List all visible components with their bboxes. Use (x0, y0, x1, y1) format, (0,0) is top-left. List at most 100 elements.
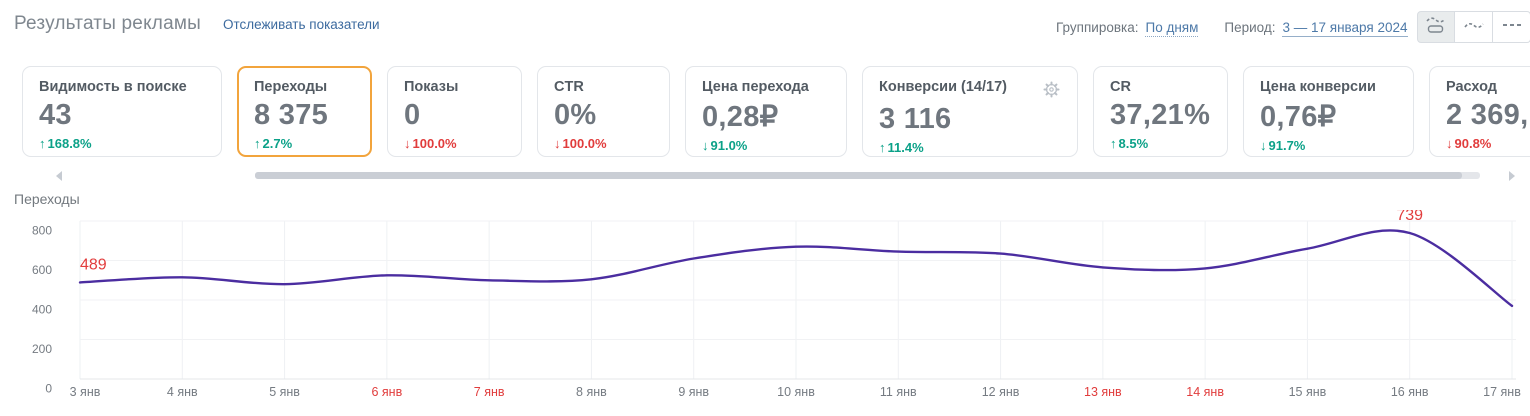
svg-text:4 янв: 4 янв (167, 385, 198, 399)
svg-text:7 янв: 7 янв (474, 385, 505, 399)
svg-text:17 янв: 17 янв (1483, 385, 1521, 399)
dashes-icon (1501, 15, 1523, 40)
metric-card-value: 3 116 (879, 103, 952, 135)
chart-only-icon (1463, 15, 1485, 40)
metric-card-title: Видимость в поиске (39, 79, 187, 95)
delta-value: 91.0% (710, 138, 748, 153)
period-label: Период: (1224, 20, 1276, 35)
metric-card-delta: ↑ 11.4% (879, 140, 1061, 155)
svg-text:9 янв: 9 янв (678, 385, 709, 399)
metric-card-ctr[interactable]: CTR 0% ↓ 100.0% (537, 66, 670, 157)
delta-value: 8.5% (1118, 136, 1149, 151)
metric-card-title: Цена перехода (702, 79, 809, 95)
view-summary-only-button[interactable] (1493, 11, 1530, 43)
trend-arrow-icon: ↑ (39, 136, 46, 151)
grouping-label: Группировка: (1056, 20, 1139, 35)
svg-text:3 янв: 3 янв (70, 385, 101, 399)
svg-text:200: 200 (32, 342, 52, 356)
cards-scrollbar-thumb[interactable] (255, 172, 1462, 179)
chart-title: Переходы (14, 191, 80, 207)
metric-card-title: Конверсии (14/17) (879, 79, 1007, 95)
svg-text:16 янв: 16 янв (1391, 385, 1429, 399)
cards-scrollbar-track[interactable] (255, 172, 1480, 179)
chart-point-label: 739 (1396, 210, 1423, 224)
metric-card-value: 0,76₽ (1260, 101, 1337, 133)
svg-text:15 янв: 15 янв (1289, 385, 1327, 399)
metric-card-conversions[interactable]: Конверсии (14/17) 3 116 ↑ 11.4% (862, 66, 1078, 157)
metric-card-value: 0,28₽ (702, 101, 779, 133)
metric-card-cost-per-click[interactable]: Цена перехода 0,28₽ ↓ 91.0% (685, 66, 847, 157)
delta-value: 91.7% (1268, 138, 1306, 153)
metric-card-cost-per-conversion[interactable]: Цена конверсии 0,76₽ ↓ 91.7% (1243, 66, 1414, 157)
scroll-right-icon[interactable] (1509, 171, 1515, 181)
metric-card-value: 8 375 (254, 99, 329, 131)
metric-card-title: CTR (554, 79, 584, 95)
metric-card-delta: ↑ 168.8% (39, 136, 205, 151)
delta-value: 11.4% (887, 140, 924, 155)
view-chart-only-button[interactable] (1455, 11, 1493, 43)
svg-text:11 янв: 11 янв (880, 385, 917, 399)
metric-card-delta: ↓ 100.0% (404, 136, 505, 151)
trend-arrow-icon: ↑ (1110, 136, 1117, 151)
svg-text:8 янв: 8 янв (576, 385, 607, 399)
metric-card-delta: ↓ 91.7% (1260, 138, 1397, 153)
header-controls: Группировка: По дням Период: 3 — 17 янва… (1056, 20, 1408, 37)
metric-card-impressions[interactable]: Показы 0 ↓ 100.0% (387, 66, 522, 157)
trend-arrow-icon: ↓ (702, 138, 709, 153)
svg-text:400: 400 (32, 303, 52, 317)
page-title: Результаты рекламы (14, 13, 201, 34)
header: Результаты рекламы Отслеживать показател… (14, 13, 380, 35)
delta-value: 100.0% (562, 136, 607, 151)
scroll-left-icon[interactable] (56, 171, 62, 181)
trend-arrow-icon: ↓ (404, 136, 411, 151)
metric-card-visibility[interactable]: Видимость в поиске 43 ↑ 168.8% (22, 66, 222, 157)
trend-arrow-icon: ↓ (1260, 138, 1267, 153)
metric-card-value: 43 (39, 99, 72, 131)
period-select[interactable]: 3 — 17 января 2024 (1282, 20, 1408, 37)
metric-card-clicks[interactable]: Переходы 8 375 ↑ 2.7% (237, 66, 372, 157)
metric-card-title: Переходы (254, 79, 328, 95)
svg-text:600: 600 (32, 263, 52, 277)
metric-card-value: 0 (404, 99, 421, 131)
metric-card-delta: ↑ 2.7% (254, 136, 355, 151)
gear-icon[interactable] (1042, 80, 1061, 99)
metric-card-cr[interactable]: CR 37,21% ↑ 8.5% (1093, 66, 1228, 157)
svg-text:5 янв: 5 янв (269, 385, 300, 399)
trend-arrow-icon: ↑ (254, 136, 261, 151)
clicks-line-chart: 0 200 400 600 800 3 янв 4 янв 5 янв 6 янв 7 янв 8 … (32, 210, 1521, 399)
metric-card-delta: ↓ 90.8% (1446, 136, 1530, 151)
metric-card-delta: ↓ 91.0% (702, 138, 830, 153)
trend-arrow-icon: ↑ (879, 140, 886, 155)
metric-card-title: Показы (404, 79, 459, 95)
svg-text:10 янв: 10 янв (777, 385, 815, 399)
trend-arrow-icon: ↓ (1446, 136, 1453, 151)
metric-cards-row: Видимость в поиске 43 ↑ 168.8% Переходы 8… (22, 66, 1530, 158)
view-chart-and-cards-button[interactable] (1417, 11, 1455, 43)
metric-card-title: Расход (1446, 79, 1497, 95)
delta-value: 100.0% (412, 136, 457, 151)
chart-and-cards-icon (1425, 15, 1447, 40)
svg-text:12 янв: 12 янв (982, 385, 1020, 399)
track-metrics-link[interactable]: Отслеживать показатели (222, 17, 380, 32)
metric-card-spend[interactable]: Расход 2 369, ↓ 90.8% (1429, 66, 1530, 157)
svg-text:6 янв: 6 янв (371, 385, 402, 399)
delta-value: 168.8% (47, 136, 92, 151)
grouping-select[interactable]: По дням (1145, 20, 1199, 37)
delta-value: 2.7% (262, 136, 293, 151)
svg-text:13 янв: 13 янв (1084, 385, 1122, 399)
metric-card-delta: ↓ 100.0% (554, 136, 653, 151)
chart-point-label: 489 (80, 256, 107, 273)
metric-card-value: 37,21% (1110, 99, 1211, 131)
delta-value: 90.8% (1454, 136, 1492, 151)
metric-card-value: 0% (554, 99, 597, 131)
svg-text:14 янв: 14 янв (1186, 385, 1224, 399)
trend-arrow-icon: ↓ (554, 136, 561, 151)
svg-text:0: 0 (45, 382, 52, 396)
view-switcher (1417, 11, 1530, 43)
metric-card-delta: ↑ 8.5% (1110, 136, 1211, 151)
metric-card-value: 2 369, (1446, 99, 1529, 131)
metric-card-title: Цена конверсии (1260, 79, 1376, 95)
metric-card-title: CR (1110, 79, 1131, 95)
svg-text:800: 800 (32, 224, 52, 238)
